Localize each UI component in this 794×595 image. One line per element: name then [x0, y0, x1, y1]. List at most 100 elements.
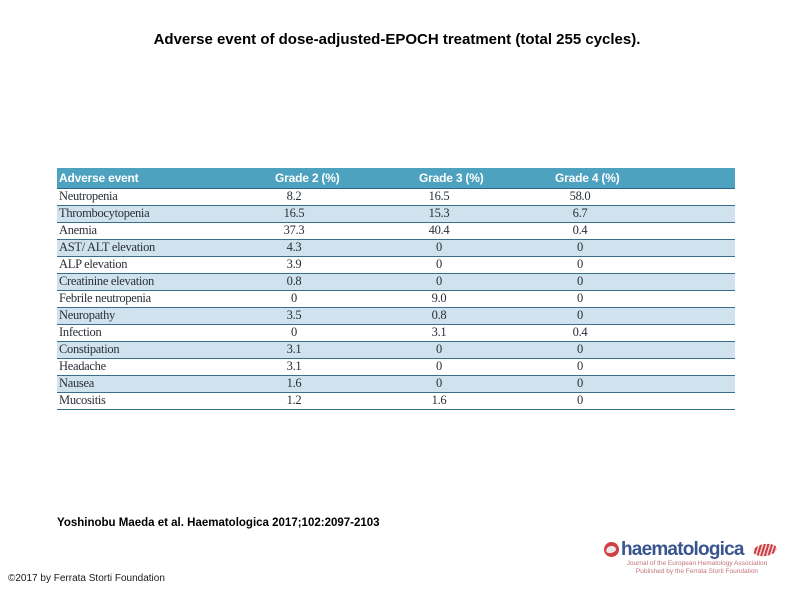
grade-value: 0: [291, 291, 297, 305]
table-header-row: Adverse event Grade 2 (%) Grade 3 (%) Gr…: [57, 168, 735, 189]
grade-value: 3.1: [431, 325, 447, 339]
table-row: AST/ ALT elevation 4.3 0 0: [57, 239, 735, 257]
grade-value: 3.5: [286, 308, 302, 322]
grade-value-cell: 0: [273, 324, 417, 342]
grade-value: 0: [436, 342, 442, 356]
grade-value-cell: 8.2: [273, 188, 417, 206]
grade-value-cell: 0: [553, 375, 735, 393]
adverse-event-cell: Constipation: [57, 341, 273, 359]
adverse-event-cell: ALP elevation: [57, 256, 273, 274]
grade-value: 0.8: [431, 308, 447, 322]
table-row: Creatinine elevation 0.8 0 0: [57, 273, 735, 291]
table-row: Headache 3.1 0 0: [57, 358, 735, 376]
grade-value: 0: [436, 274, 442, 288]
grade-value: 0: [436, 359, 442, 373]
grade-value: 40.4: [428, 223, 450, 237]
adverse-event-cell: Headache: [57, 358, 273, 376]
grade-value: 1.2: [286, 393, 302, 407]
grade-value: 0: [436, 257, 442, 271]
grade-value-cell: 0.4: [553, 222, 735, 240]
grade-value-cell: 6.7: [553, 205, 735, 223]
table-row: Neutropenia 8.2 16.5 58.0: [57, 188, 735, 206]
table-row: Febrile neutropenia 0 9.0 0: [57, 290, 735, 308]
grade-value: 8.2: [286, 189, 302, 203]
grade-value-cell: 1.6: [417, 392, 553, 410]
grade-value-cell: 16.5: [273, 205, 417, 223]
grade-value-cell: 0: [417, 358, 553, 376]
adverse-event-cell: Neuropathy: [57, 307, 273, 325]
adverse-event-cell: Mucositis: [57, 392, 273, 410]
grade-value: 0: [577, 342, 583, 356]
grade-value: 58.0: [569, 189, 591, 203]
grade-value: 0: [577, 308, 583, 322]
grade-value-cell: 0: [273, 290, 417, 308]
adverse-event-cell: Infection: [57, 324, 273, 342]
grade-value: 4.3: [286, 240, 302, 254]
grade-value: 16.5: [428, 189, 450, 203]
grade-value-cell: 0.4: [553, 324, 735, 342]
column-header-grade4: Grade 4 (%): [553, 168, 735, 189]
adverse-event-cell: Neutropenia: [57, 188, 273, 206]
grade-value: 0: [436, 376, 442, 390]
slide-title: Adverse event of dose-adjusted-EPOCH tre…: [153, 31, 641, 48]
logo-taglines: Journal of the European Hematology Assoc…: [626, 560, 768, 577]
grade-value-cell: 0: [553, 239, 735, 257]
grade-value-cell: 0: [417, 239, 553, 257]
eha-ribbon-icon: [751, 541, 778, 558]
grade-value-cell: 3.1: [273, 341, 417, 359]
grade-value: 0: [577, 376, 583, 390]
grade-value-cell: 0: [553, 392, 735, 410]
citation: Yoshinobu Maeda et al. Haematologica 201…: [57, 517, 380, 529]
column-header-grade3: Grade 3 (%): [417, 168, 553, 189]
grade-value-cell: 3.5: [273, 307, 417, 325]
grade-value: 0: [577, 359, 583, 373]
copyright: ©2017 by Ferrata Storti Foundation: [8, 573, 165, 584]
grade-value: 15.3: [428, 206, 450, 220]
grade-value-cell: 0: [553, 290, 735, 308]
grade-value: 0: [577, 393, 583, 407]
grade-value-cell: 9.0: [417, 290, 553, 308]
grade-value-cell: 0: [417, 273, 553, 291]
table-row: Mucositis 1.2 1.6 0: [57, 392, 735, 410]
grade-value-cell: 0: [553, 256, 735, 274]
logo-tagline-line2: Published by the Ferrata Storti Foundati…: [635, 568, 759, 576]
logo-row: haematologica: [604, 540, 780, 559]
haematologica-drop-icon: [604, 542, 619, 557]
grade-value-cell: 3.1: [417, 324, 553, 342]
adverse-events-table: Adverse event Grade 2 (%) Grade 3 (%) Gr…: [57, 168, 735, 410]
grade-value: 0: [577, 291, 583, 305]
grade-value-cell: 1.2: [273, 392, 417, 410]
grade-value: 3.9: [286, 257, 302, 271]
adverse-event-cell: AST/ ALT elevation: [57, 239, 273, 257]
column-header-adverse-event: Adverse event: [57, 168, 273, 189]
adverse-event-cell: Febrile neutropenia: [57, 290, 273, 308]
grade-value: 0.4: [572, 223, 588, 237]
grade-value: 0: [577, 274, 583, 288]
grade-value-cell: 0: [553, 358, 735, 376]
grade-value: 16.5: [283, 206, 305, 220]
grade-value-cell: 0: [553, 307, 735, 325]
table-row: Neuropathy 3.5 0.8 0: [57, 307, 735, 325]
logo-wordmark: haematologica: [621, 539, 744, 560]
table-row: Constipation 3.1 0 0: [57, 341, 735, 359]
grade-value-cell: 3.1: [273, 358, 417, 376]
grade-value-cell: 58.0: [553, 188, 735, 206]
grade-value: 3.1: [286, 342, 302, 356]
adverse-event-cell: Nausea: [57, 375, 273, 393]
grade-value-cell: 3.9: [273, 256, 417, 274]
grade-value: 6.7: [572, 206, 588, 220]
grade-value: 9.0: [431, 291, 447, 305]
logo-tagline-line1: Journal of the European Hematology Assoc…: [626, 560, 768, 567]
table-body: Neutropenia 8.2 16.5 58.0 Thrombocytopenia 16…: [57, 188, 735, 410]
adverse-event-cell: Anemia: [57, 222, 273, 240]
grade-value-cell: 16.5: [417, 188, 553, 206]
grade-value-cell: 1.6: [273, 375, 417, 393]
grade-value-cell: 0: [553, 341, 735, 359]
column-header-grade2: Grade 2 (%): [273, 168, 417, 189]
grade-value: 0: [436, 240, 442, 254]
grade-value: 37.3: [283, 223, 305, 237]
table-row: Nausea 1.6 0 0: [57, 375, 735, 393]
grade-value-cell: 0.8: [273, 273, 417, 291]
adverse-event-cell: Creatinine elevation: [57, 273, 273, 291]
table-row: ALP elevation 3.9 0 0: [57, 256, 735, 274]
